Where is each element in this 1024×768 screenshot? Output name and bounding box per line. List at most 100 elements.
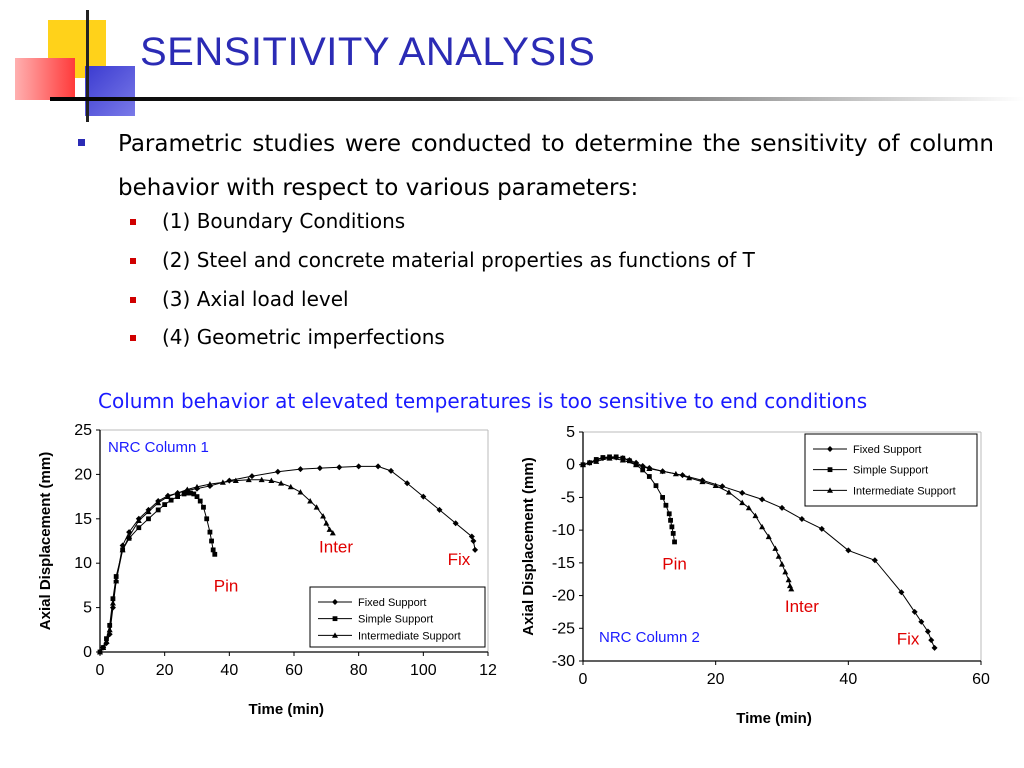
data-point [197, 498, 203, 504]
x-axis-label: Time (min) [736, 710, 812, 727]
data-point [712, 482, 719, 489]
x-tick-label: 40 [839, 671, 857, 688]
y-tick-label: -20 [552, 588, 575, 605]
data-point [827, 467, 833, 473]
x-tick-label: 40 [220, 662, 238, 679]
x-tick-label: 12 [479, 662, 497, 679]
data-point [759, 523, 766, 530]
series-intermediate-support [97, 476, 336, 655]
data-point [739, 489, 746, 496]
annotation-label: Pin [662, 554, 687, 573]
data-point [600, 455, 606, 460]
data-point [679, 472, 686, 479]
data-point [699, 478, 706, 485]
data-point [136, 525, 142, 531]
data-point [113, 574, 119, 579]
y-tick-label: 5 [83, 600, 92, 617]
data-point [639, 463, 646, 470]
data-point [103, 638, 110, 644]
data-point [212, 551, 218, 557]
y-tick-label: 20 [74, 466, 92, 483]
data-point [404, 480, 411, 487]
data-point [119, 546, 126, 553]
data-point [911, 608, 918, 615]
data-point [779, 504, 785, 511]
data-point [928, 637, 935, 644]
annotation-label: Inter [319, 538, 353, 557]
data-point [468, 533, 475, 540]
data-point [659, 468, 666, 474]
data-point [332, 632, 338, 638]
x-tick-label: 0 [579, 671, 588, 688]
data-point [145, 508, 152, 515]
data-point [107, 622, 113, 628]
data-point [268, 477, 275, 484]
data-point [627, 458, 632, 464]
data-point [765, 533, 772, 540]
x-tick-label: 0 [96, 662, 105, 679]
data-point [175, 494, 180, 499]
data-point [898, 589, 905, 596]
data-point [672, 539, 677, 545]
sub-bullet-marker [130, 335, 136, 341]
data-point [646, 474, 652, 479]
main-bullet: Parametric studies were conducted to det… [78, 122, 994, 210]
data-point [126, 533, 133, 539]
data-point [184, 490, 190, 496]
data-point [775, 553, 782, 559]
data-point [326, 526, 333, 532]
decor-vertical-line [86, 10, 89, 122]
data-point [194, 494, 200, 499]
data-point [110, 596, 116, 602]
data-point [470, 538, 477, 544]
data-point [181, 491, 187, 497]
x-tick-label: 100 [410, 662, 437, 679]
data-point [619, 457, 626, 463]
legend-label: Simple Support [853, 465, 928, 477]
data-point [745, 504, 752, 511]
data-point [297, 466, 304, 473]
data-point [207, 529, 213, 535]
panel-label: NRC Column 1 [108, 439, 209, 456]
series-simple-support [97, 490, 218, 655]
data-point [672, 470, 679, 477]
series-line [99, 479, 334, 653]
x-axis-label: Time (min) [248, 701, 324, 718]
data-point [164, 493, 171, 499]
data-point [788, 586, 795, 592]
data-point [278, 480, 285, 486]
data-point [155, 499, 162, 506]
annotation-label: Fix [448, 550, 471, 569]
legend-box [309, 586, 486, 648]
data-point [313, 504, 320, 510]
x-tick-label: 20 [156, 662, 174, 679]
y-axis-label: Axial Displacement (mm) [37, 452, 54, 630]
y-tick-label: -25 [552, 620, 575, 637]
y-tick-label: 15 [74, 511, 92, 528]
y-tick-label: 0 [83, 644, 92, 661]
data-point [606, 455, 613, 461]
data-point [827, 487, 833, 493]
data-point [669, 524, 675, 530]
page-title: SENSITIVITY ANALYSIS [140, 30, 596, 74]
data-point [188, 490, 193, 496]
data-point [798, 516, 805, 523]
data-point [725, 489, 732, 495]
data-point [670, 531, 676, 536]
data-point [332, 599, 338, 605]
data-point [845, 547, 852, 554]
series-line [582, 457, 792, 590]
data-point [420, 493, 427, 500]
data-point [307, 498, 314, 504]
data-point [931, 644, 938, 651]
sub-bullet: (4) Geometric imperfections [130, 325, 445, 349]
legend-label: Intermediate Support [853, 485, 956, 497]
annotation-label: Inter [785, 597, 819, 616]
decor-blue-square [85, 66, 135, 116]
data-point [323, 520, 330, 526]
y-tick-label: 25 [74, 422, 92, 439]
y-tick-label: 5 [566, 424, 575, 441]
data-point [827, 446, 833, 452]
data-point [355, 463, 362, 470]
